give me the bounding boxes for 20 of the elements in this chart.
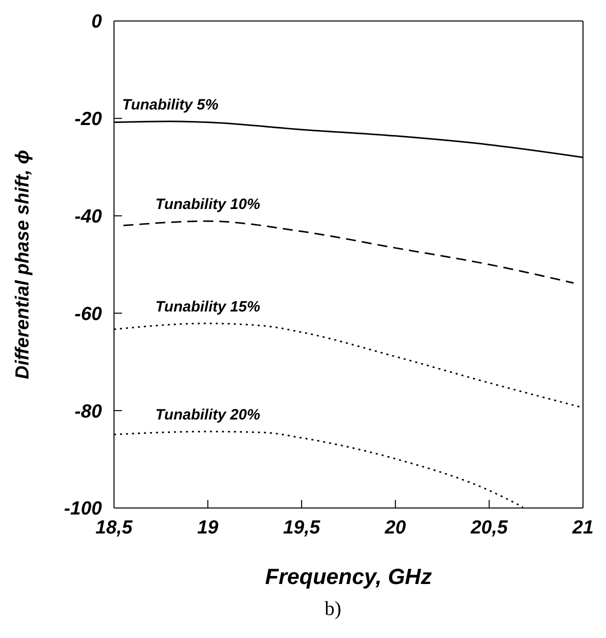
y-tick-label: -80 [74, 401, 102, 422]
series-label: Tunability 10% [155, 196, 260, 214]
series-label: Tunability 5% [122, 96, 218, 114]
x-tick-label: 20,5 [470, 517, 508, 538]
y-tick-label: 0 [91, 12, 102, 33]
text: b) [324, 598, 342, 621]
line-series [122, 220, 574, 284]
series-label: Tunability 15% [155, 298, 260, 316]
x-tick-label: 20 [384, 517, 406, 538]
y-tick-label: -20 [74, 109, 102, 130]
x-tick-label: 19 [197, 517, 219, 538]
x-tick-label: 18,5 [96, 517, 133, 538]
x-tick-label: 21 [571, 517, 594, 538]
y-axis-title: Differential phase shift, ϕ [12, 150, 34, 380]
x-axis-title: Frequency, GHz [265, 564, 432, 589]
x-tick-label: 19,5 [283, 517, 321, 538]
y-tick-label: -40 [74, 206, 102, 228]
y-tick-label: -60 [74, 304, 102, 325]
y-tick-label: -100 [64, 498, 102, 520]
series-label: Tunability 20% [155, 406, 260, 424]
